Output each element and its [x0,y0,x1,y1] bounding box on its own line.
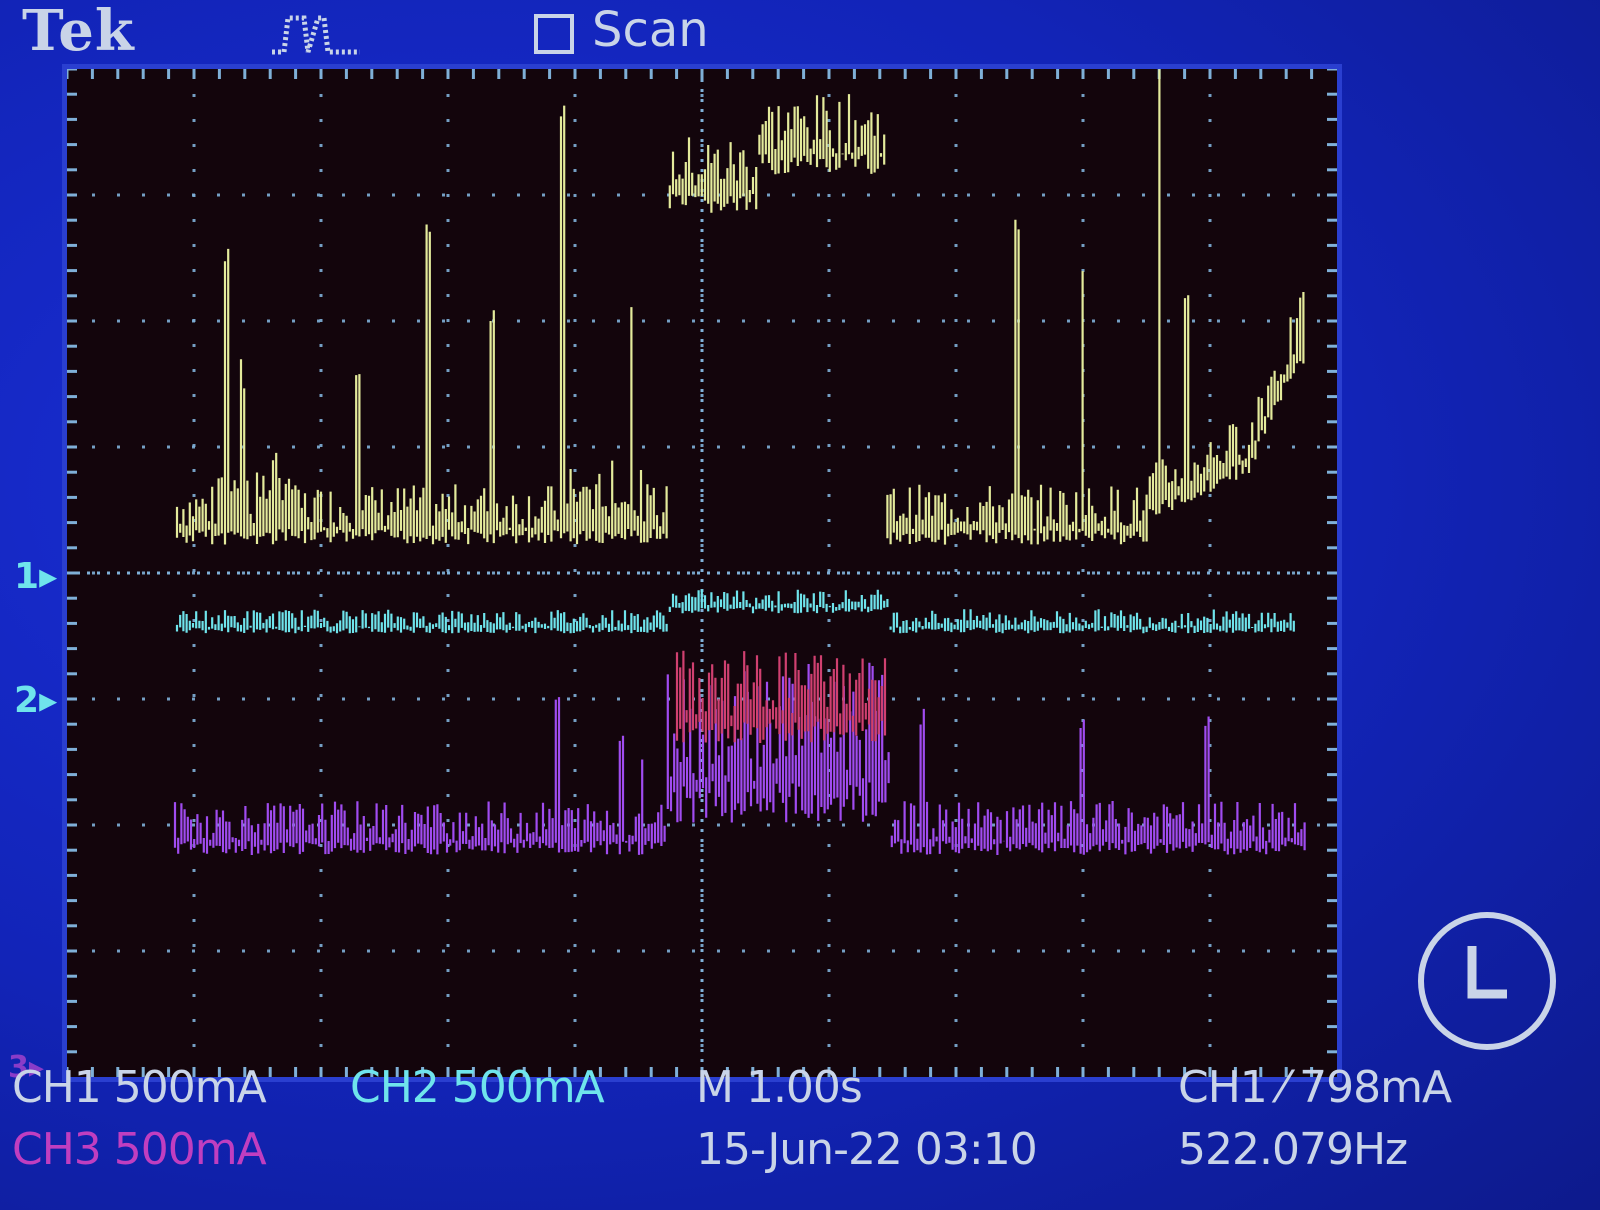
scan-checkbox[interactable] [534,14,574,54]
ch3-ground-marker: 3▸ [8,1050,44,1085]
ch2-marker-label: 2 [14,680,40,721]
ch1-marker-label: 1 [14,556,40,597]
ch3-waveform [173,662,1306,855]
clock-icon[interactable] [1412,906,1562,1056]
waveform-display [62,64,1342,1082]
frequency-readout: 522.079Hz [1178,1124,1408,1175]
marker-arrow-icon: ▸ [39,556,58,597]
ch3-scale: CH3 500mA [12,1124,267,1175]
ch1-waveform [175,69,1305,545]
ch1-ground-marker: 1▸ [14,556,57,597]
scan-label: Scan [592,2,709,58]
marker-arrow-icon: ▸ [39,680,58,721]
pulse-trigger-icon[interactable] [270,6,370,58]
waveform-plot [67,69,1337,1077]
ch2-scale: CH2 500mA [350,1062,605,1113]
ch1-scale: CH1 500mA [12,1062,267,1113]
ch2-ground-marker: 2▸ [14,680,57,721]
trigger-readout: CH1 ⁄ 798mA [1178,1062,1452,1113]
ch3-marker-label: 3 [8,1050,29,1085]
marker-arrow-icon: ▸ [28,1050,44,1085]
date-time: 15-Jun-22 03:10 [696,1124,1038,1175]
timebase: M 1.00s [696,1062,863,1113]
ch2-waveform [175,589,1295,634]
ch3-burst-accent [675,650,887,743]
header-bar: Tek Scan [0,0,1600,70]
brand-logo: Tek [22,0,135,64]
